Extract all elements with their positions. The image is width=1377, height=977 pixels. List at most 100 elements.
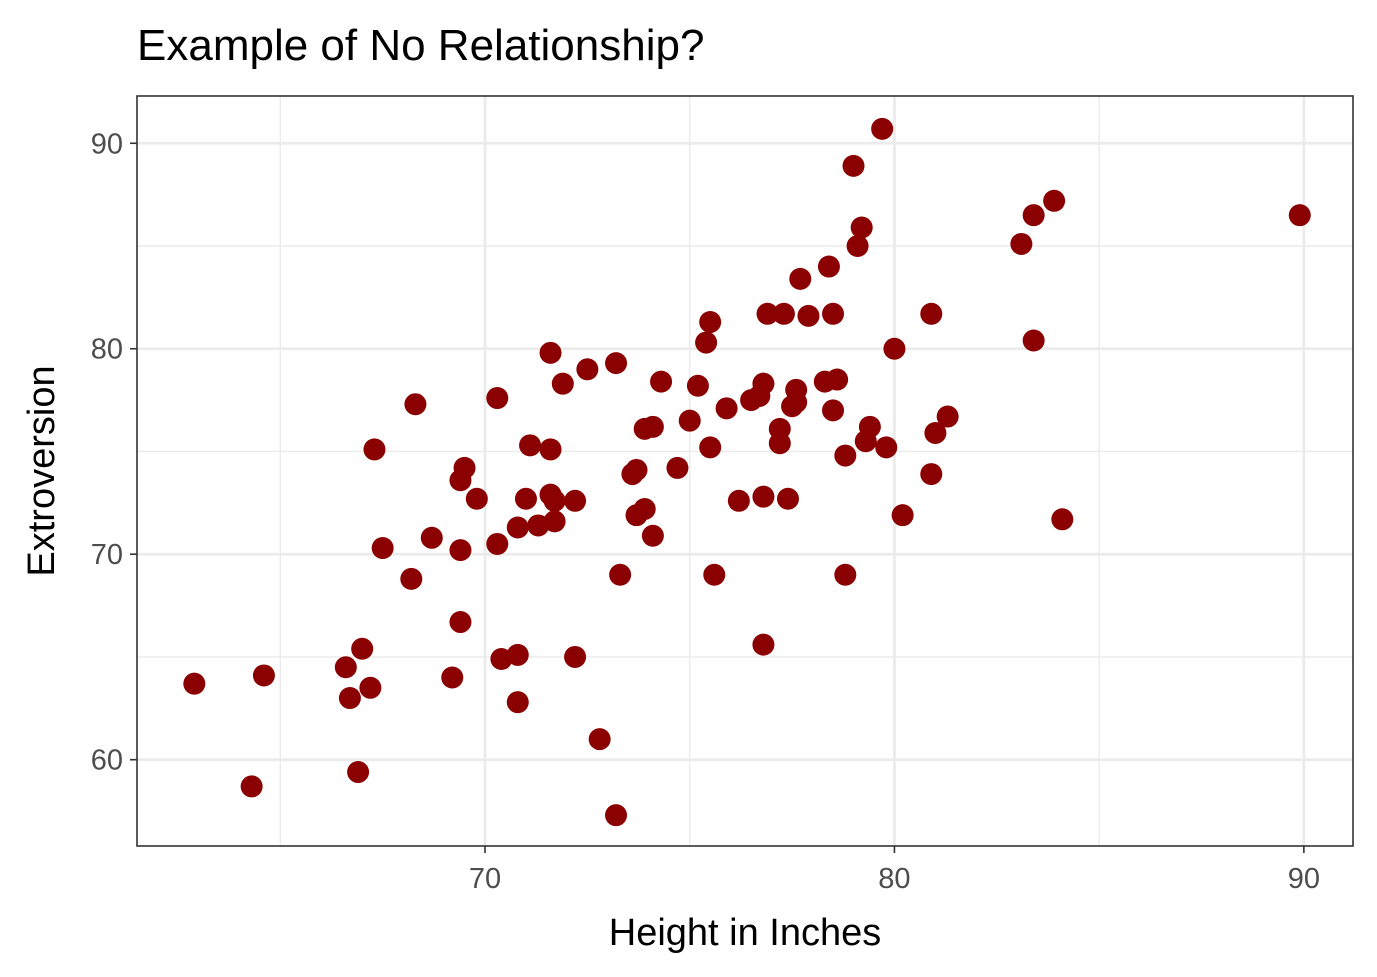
x-tick-label: 90 [1288,863,1320,895]
data-point [420,526,443,549]
data-point [486,532,509,555]
data-point [359,676,382,699]
data-point [834,563,857,586]
chart-title: Example of No Relationship? [137,21,704,70]
data-point [347,761,370,784]
data-point [1022,204,1045,227]
data-point [1010,232,1033,255]
data-point [625,458,648,481]
data-point [519,434,542,457]
data-point [822,302,845,325]
data-point [449,611,472,634]
data-point [752,372,775,395]
data-point [752,485,775,508]
data-point [543,489,566,512]
data-point [727,489,750,512]
data-point [543,510,566,533]
data-point [1022,329,1045,352]
data-point [240,775,263,798]
data-point [686,374,709,397]
data-point [920,463,943,486]
data-point [449,539,472,562]
data-point [641,524,664,547]
data-point [817,255,840,278]
data-point [506,691,529,714]
data-point [768,432,791,455]
data-point [785,378,808,401]
data-point [605,804,628,827]
data-point [551,372,574,395]
data-point [441,666,464,689]
y-tick-label: 70 [91,539,123,571]
data-point [936,405,959,428]
data-point [588,728,611,751]
grid-lines [137,96,1353,846]
data-point [576,358,599,381]
data-point [400,567,423,590]
data-point [858,415,881,438]
data-point [772,302,795,325]
data-point [699,311,722,334]
data-point [789,267,812,290]
data-point [1043,189,1066,212]
data-point [920,302,943,325]
data-point [756,302,779,325]
data-point [564,489,587,512]
data-point [703,563,726,586]
data-point [850,216,873,239]
data-point [605,352,628,375]
data-point [539,341,562,364]
data-point [453,456,476,479]
data-point [539,438,562,461]
data-point [846,235,869,257]
y-tick-label: 90 [91,128,123,160]
data-point [514,487,537,510]
data-point [1051,508,1074,531]
axis-ticks: 70 80 90 60 70 80 90 [91,128,1320,895]
data-point [715,397,738,420]
data-point [641,415,664,438]
x-tick-label: 80 [878,863,910,895]
data-point [486,387,509,410]
data-point [371,537,394,560]
data-point [776,487,799,510]
data-point [752,633,775,656]
data-point [666,456,689,479]
data-point [883,337,906,360]
data-point [826,368,849,391]
data-point [678,409,701,432]
data-point [842,154,865,177]
data-point [183,672,206,695]
data-point [650,370,673,393]
data-point [351,637,374,660]
data-point [695,331,718,354]
x-tick-label: 70 [469,863,501,895]
data-point [891,504,914,527]
data-point [506,516,529,539]
data-point [924,421,947,444]
data-point [338,687,361,710]
data-point [334,656,357,679]
data-point [609,563,632,586]
data-point [871,117,894,140]
panel-border [136,95,1354,847]
data-point [797,304,820,327]
data-point [1288,204,1311,227]
data-point [699,436,722,459]
data-point [465,487,488,510]
y-tick-label: 60 [91,745,123,777]
x-axis-title: Height in Inches [609,912,882,954]
data-point [252,664,275,687]
data-point [834,444,857,467]
data-point [363,438,386,461]
data-point [404,393,427,416]
data-point [564,645,587,668]
data-point [822,399,845,422]
y-axis-title: Extroversion [21,365,63,576]
data-point [875,436,898,459]
data-points [183,117,1311,827]
data-point [633,498,656,521]
y-tick-label: 80 [91,334,123,366]
